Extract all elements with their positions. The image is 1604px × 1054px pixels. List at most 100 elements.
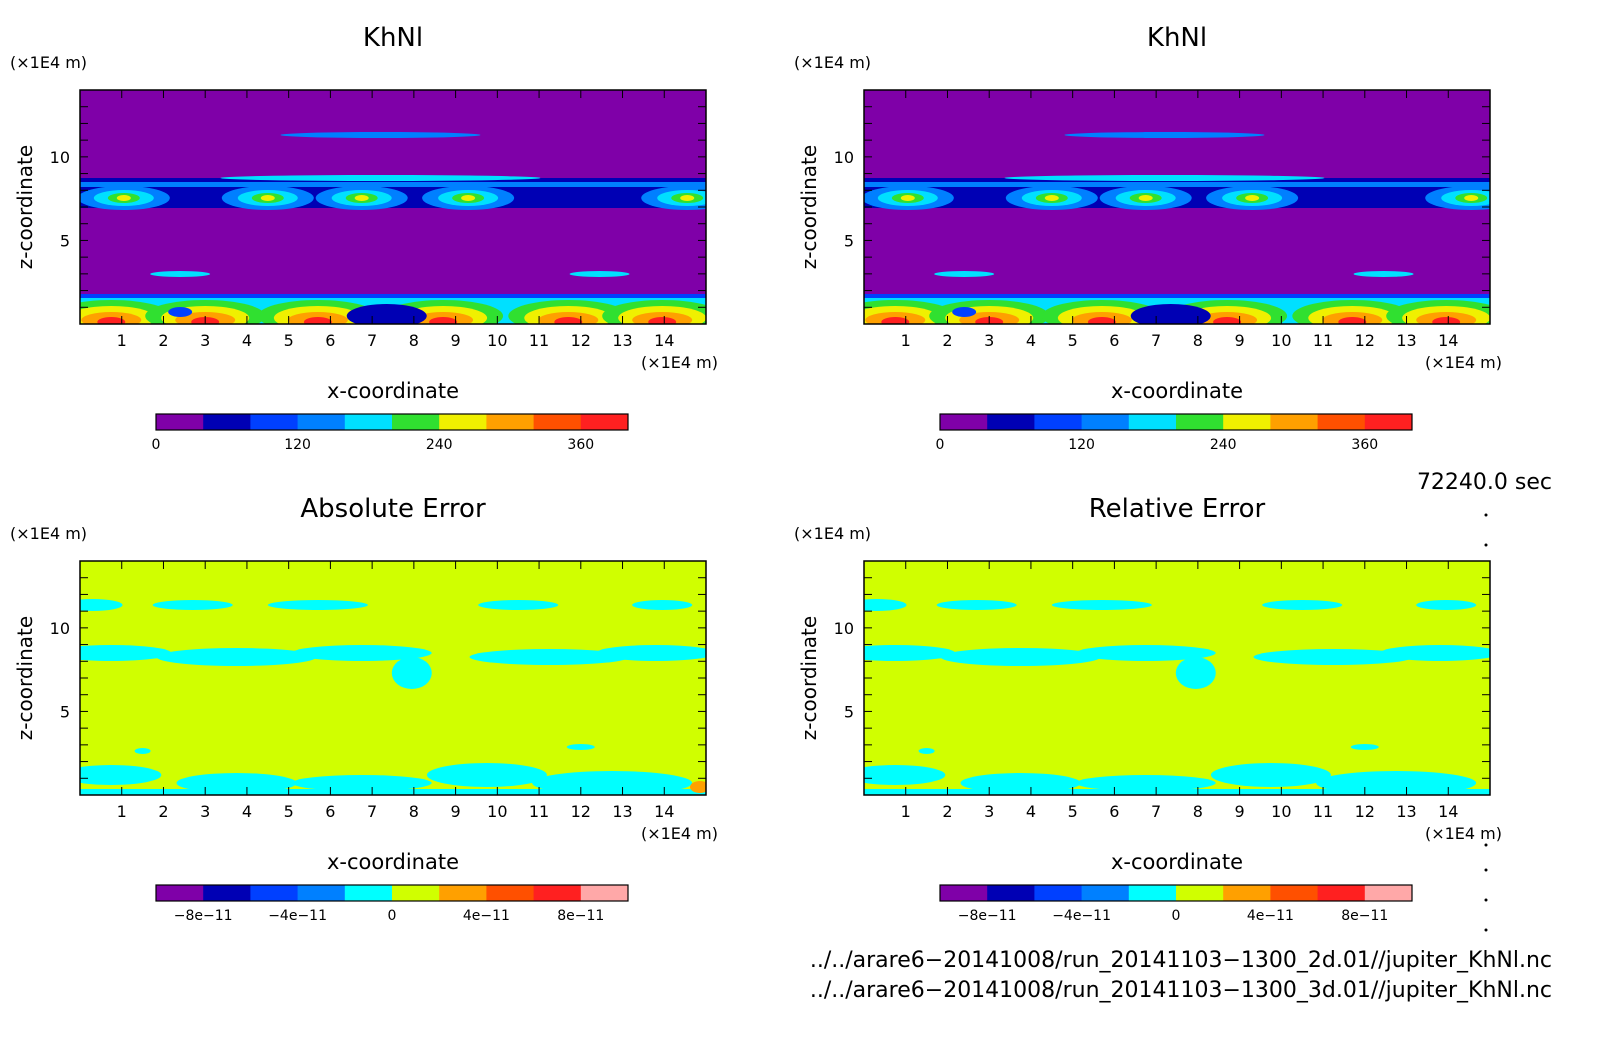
- y-axis-label: z-coordinate: [13, 145, 37, 269]
- streak: [1353, 271, 1414, 277]
- colorbar-swatch: [1176, 414, 1224, 430]
- x-tick-label: 11: [529, 802, 549, 821]
- colorbar-swatch: [344, 885, 393, 901]
- x-tick-label: 5: [284, 802, 294, 821]
- x-tick-label: 3: [200, 802, 210, 821]
- bottom-feature: [1213, 317, 1242, 324]
- error-patch: [291, 645, 432, 661]
- x-tick-label: 5: [1068, 802, 1078, 821]
- error-patch: [918, 748, 935, 754]
- error-patch: [80, 599, 123, 611]
- bottom-feature: [1432, 317, 1461, 324]
- x-unit-label: (×1E4 m): [1425, 824, 1502, 843]
- colorbar-label: 0: [152, 437, 161, 453]
- colorbar-label: 0: [936, 437, 945, 453]
- error-patch: [936, 600, 1017, 610]
- band-feature: [461, 195, 476, 201]
- colorbar-swatch: [250, 885, 299, 901]
- bottom-feature: [648, 317, 677, 324]
- colorbar-swatch: [344, 414, 393, 430]
- x-tick-label: 1: [901, 802, 911, 821]
- colorbar-swatch: [1034, 414, 1083, 430]
- x-tick-label: 14: [654, 331, 674, 350]
- x-tick-label: 8: [409, 331, 419, 350]
- error-patch: [1075, 775, 1216, 791]
- x-tick-label: 3: [984, 331, 994, 350]
- x-tick-label: 6: [325, 331, 335, 350]
- contour-field: [864, 561, 1490, 795]
- x-tick-label: 11: [1313, 331, 1333, 350]
- x-tick-label: 4: [242, 331, 252, 350]
- x-tick-label: 14: [1438, 802, 1458, 821]
- band-feature: [354, 195, 369, 201]
- edge-dot: [1484, 543, 1488, 547]
- chart-panel-2: KhNl(×1E4 m)1 2 3 4 5 6 7 8 9 10 11 12 13 14(×1E4 m)x…: [794, 23, 1502, 453]
- x-axis-label: x-coordinate: [1111, 379, 1243, 403]
- colorbar-label: −4e−11: [1052, 908, 1111, 924]
- colorbar-swatch: [1317, 414, 1366, 430]
- colorbar-swatch: [1081, 414, 1130, 430]
- x-tick-label: 5: [284, 331, 294, 350]
- chart-panel-1: KhNl(×1E4 m)1 2 3 4 5 6 7 8 9 10 11 12 13 14(×1E4 m)x…: [10, 23, 718, 453]
- x-tick-label: 5: [1068, 331, 1078, 350]
- x-tick-label: 2: [158, 802, 168, 821]
- colorbar-swatch: [533, 885, 582, 901]
- band-feature: [900, 195, 915, 201]
- colorbar-frame: [939, 884, 1413, 902]
- bottom-feature: [554, 317, 583, 324]
- x-tick-label: 4: [1026, 331, 1036, 350]
- colorbar-label: 360: [567, 437, 594, 453]
- error-patch: [1051, 600, 1152, 610]
- error-patch: [80, 645, 172, 661]
- error-patch: [426, 763, 547, 787]
- colorbar-label: −8e−11: [174, 908, 233, 924]
- contour-field: [80, 561, 706, 795]
- error-patch: [1379, 645, 1490, 661]
- chart-title: Relative Error: [1089, 494, 1266, 524]
- colorbar-swatch: [1317, 885, 1366, 901]
- colorbar-label: 0: [1172, 908, 1181, 924]
- x-tick-label: 11: [529, 331, 549, 350]
- y-tick-label: 10: [50, 148, 70, 167]
- error-patch: [291, 775, 432, 791]
- colorbar-swatch: [297, 414, 346, 430]
- x-axis-label: x-coordinate: [327, 379, 459, 403]
- band-feature: [1138, 195, 1153, 201]
- contour-field: [864, 90, 1490, 324]
- colorbar-swatch: [439, 414, 487, 430]
- x-tick-label: 14: [1438, 331, 1458, 350]
- error-patch: [80, 789, 706, 795]
- x-tick-label: 12: [571, 331, 591, 350]
- colorbar-swatch: [439, 885, 487, 901]
- x-tick-label: 1: [901, 331, 911, 350]
- colorbar-swatch: [940, 885, 988, 901]
- x-tick-label: 2: [942, 802, 952, 821]
- error-patch: [1416, 600, 1477, 610]
- y-tick-label: 5: [60, 702, 70, 721]
- x-tick-label: 6: [325, 802, 335, 821]
- colorbar-swatch: [987, 885, 1035, 901]
- streak: [1064, 132, 1265, 138]
- edge-dot: [1484, 868, 1488, 872]
- error-patch: [690, 781, 706, 793]
- streak: [220, 175, 541, 181]
- bottom-feature: [952, 307, 977, 317]
- file-path-3d: ../../arare6−20141008/run_20141103−1300_…: [809, 978, 1552, 1003]
- error-patch: [566, 744, 595, 750]
- chart-title: KhNl: [363, 23, 423, 53]
- x-tick-label: 10: [1271, 331, 1291, 350]
- x-tick-label: 3: [984, 802, 994, 821]
- time-label: 72240.0 sec: [1416, 470, 1552, 495]
- error-patch: [1253, 649, 1414, 665]
- colorbar-swatch: [940, 414, 988, 430]
- x-tick-label: 8: [1193, 802, 1203, 821]
- bottom-feature: [1087, 317, 1116, 324]
- colorbar-swatch: [580, 885, 629, 901]
- colorbar-label: 120: [1068, 437, 1095, 453]
- colorbar-swatch: [533, 414, 582, 430]
- colorbar-label: 120: [284, 437, 311, 453]
- y-tick-label: 5: [844, 231, 854, 250]
- colorbar-swatch: [297, 885, 346, 901]
- error-patch: [156, 648, 317, 666]
- edge-dot: [1484, 513, 1488, 517]
